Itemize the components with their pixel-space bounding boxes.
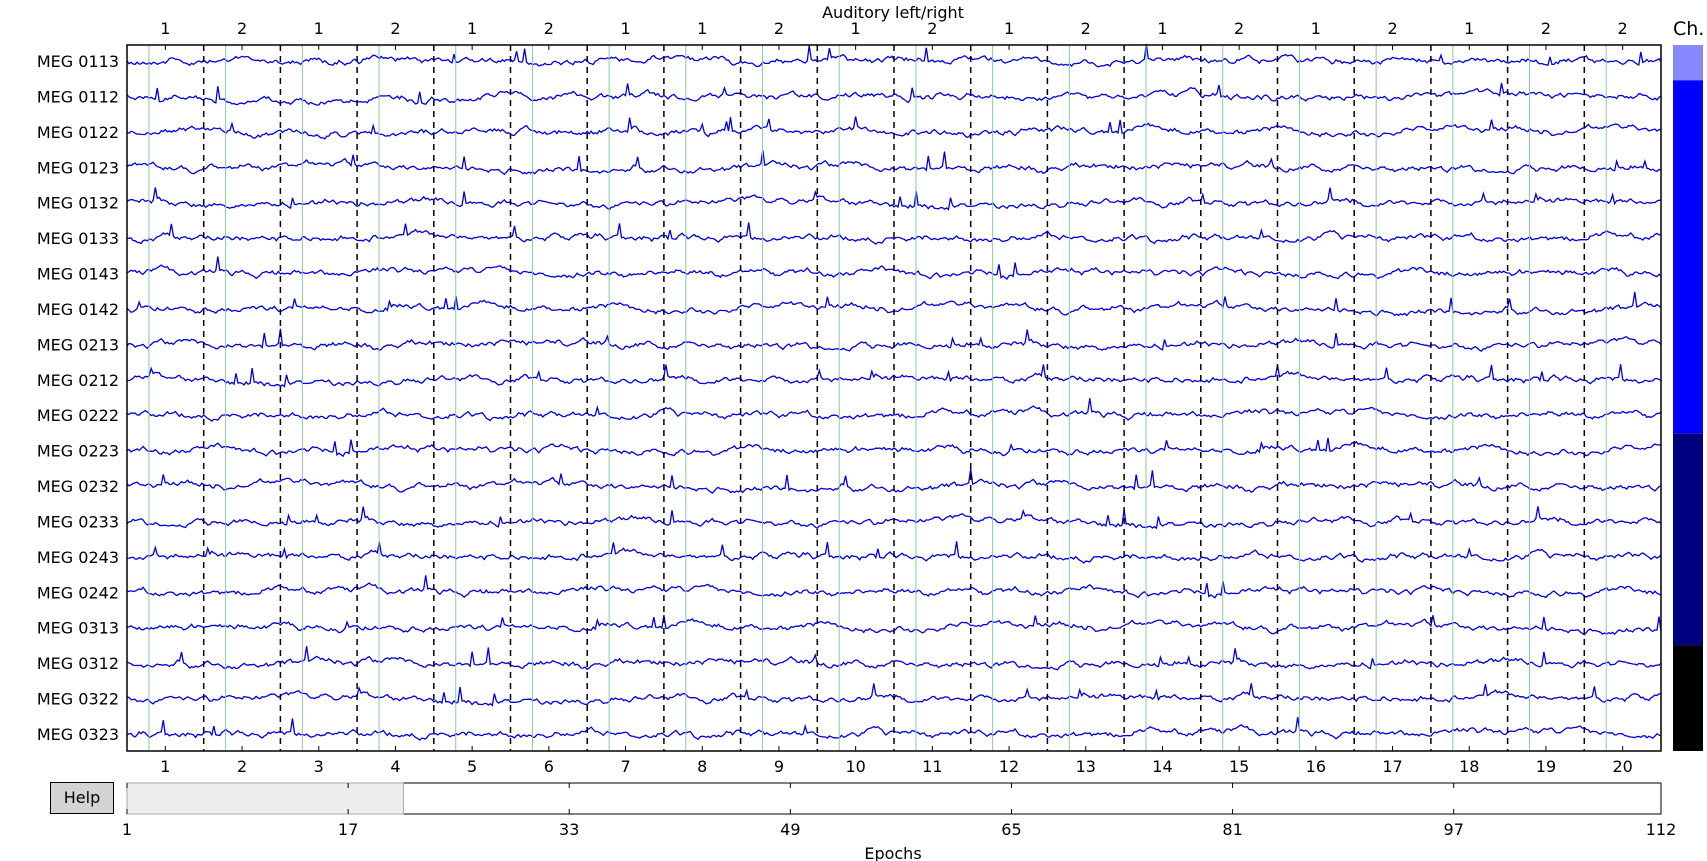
channel-group-segment[interactable] (1673, 645, 1703, 751)
epoch-number: 1 (160, 757, 170, 776)
channel-group-bar[interactable] (1673, 45, 1703, 751)
channel-label: MEG 0322 (37, 690, 119, 709)
epoch-event-id: 2 (1234, 19, 1244, 38)
channel-trace (126, 398, 1662, 422)
epoch-event-id: 2 (1387, 19, 1397, 38)
epoch-event-id: 1 (160, 19, 170, 38)
channel-bar-label: Ch. (1673, 18, 1705, 40)
epoch-number: 8 (697, 757, 707, 776)
epoch-number: 15 (1229, 757, 1249, 776)
epoch-number: 2 (237, 757, 247, 776)
epoch-event-id: 1 (1311, 19, 1321, 38)
epoch-event-id: 2 (390, 19, 400, 38)
channel-label: MEG 0143 (37, 265, 119, 284)
channel-label: MEG 0112 (37, 87, 119, 106)
channel-group-segment[interactable] (1673, 433, 1703, 646)
channel-label: MEG 0312 (37, 654, 119, 673)
channel-label: MEG 0232 (37, 477, 119, 496)
scroll-tick-label: 81 (1222, 820, 1242, 839)
scrollbar-ticks: 1 17 33 49 65 81 97 112 (122, 783, 1676, 839)
epoch-number: 3 (314, 757, 324, 776)
scroll-tick-label: 17 (338, 820, 358, 839)
channel-trace (126, 187, 1662, 211)
epoch-number: 5 (467, 757, 477, 776)
plot-frame (126, 44, 1662, 752)
epoch-event-id: 2 (1618, 19, 1628, 38)
scroll-tick-label: 49 (780, 820, 800, 839)
epoch-number-labels: 1 2 3 4 5 6 7 8 9 10 11 12 13 14 15 16 17 18 19 20 (160, 45, 1633, 776)
epoch-number: 14 (1152, 757, 1172, 776)
epoch-number: 11 (922, 757, 942, 776)
channel-labels: MEG 0113 MEG 0112 MEG 0122 MEG 0123 MEG 0132… (37, 52, 119, 744)
epoch-number: 4 (390, 757, 400, 776)
channel-label: MEG 0213 (37, 335, 119, 354)
epoch-event-id: 2 (1541, 19, 1551, 38)
scroll-tick-label: 112 (1646, 820, 1677, 839)
scroll-tick-label: 65 (1001, 820, 1021, 839)
channel-trace (126, 575, 1662, 599)
scrollbar-thumb[interactable] (126, 782, 404, 815)
epoch-number: 20 (1612, 757, 1632, 776)
epoch-number: 12 (999, 757, 1019, 776)
epoch-event-id: 2 (1081, 19, 1091, 38)
epoch-number: 7 (620, 757, 630, 776)
epoch-event-id: 1 (1157, 19, 1167, 38)
channel-label: MEG 0323 (37, 725, 119, 744)
channel-group-segment[interactable] (1673, 45, 1703, 81)
channel-label: MEG 0243 (37, 548, 119, 567)
epoch-number: 16 (1306, 757, 1326, 776)
epoch-event-id: 2 (927, 19, 937, 38)
epoch-number: 18 (1459, 757, 1479, 776)
channel-trace (126, 437, 1662, 458)
epoch-event-id: 2 (544, 19, 554, 38)
event-markers (148, 45, 1607, 751)
channel-label: MEG 0132 (37, 194, 119, 213)
channel-label: MEG 0222 (37, 406, 119, 425)
epoch-number: 6 (544, 757, 554, 776)
scroll-tick-label: 33 (559, 820, 579, 839)
epoch-event-id: 1 (314, 19, 324, 38)
epoch-dividers (202, 45, 1586, 751)
channel-label: MEG 0233 (37, 512, 119, 531)
epoch-event-id: 1 (697, 19, 707, 38)
epoch-number: 13 (1076, 757, 1096, 776)
epoch-event-labels: 1 2 1 2 1 2 1 1 2 1 2 1 2 1 2 1 2 1 2 2 (160, 19, 1627, 38)
epoch-event-id: 2 (774, 19, 784, 38)
channel-label: MEG 0313 (37, 619, 119, 638)
plot-title: Auditory left/right (822, 3, 964, 22)
epoch-event-id: 1 (620, 19, 630, 38)
epoch-number: 17 (1382, 757, 1402, 776)
epoch-scrollbar[interactable] (126, 782, 1662, 815)
channel-label: MEG 0113 (37, 52, 119, 71)
channel-trace (126, 222, 1662, 245)
channel-group-segment[interactable] (1673, 80, 1703, 434)
epoch-event-id: 1 (1464, 19, 1474, 38)
channel-label: MEG 0242 (37, 583, 119, 602)
epoch-event-id: 1 (467, 19, 477, 38)
epoch-event-id: 2 (237, 19, 247, 38)
epoch-number: 19 (1536, 757, 1556, 776)
scroll-tick-label: 1 (122, 820, 132, 839)
epoch-event-id: 1 (851, 19, 861, 38)
scroll-tick-label: 97 (1444, 820, 1464, 839)
channel-label: MEG 0133 (37, 229, 119, 248)
channel-label: MEG 0122 (37, 123, 119, 142)
help-button[interactable]: Help (50, 782, 114, 814)
epoch-number: 10 (845, 757, 865, 776)
epoch-event-id: 1 (1004, 19, 1014, 38)
x-axis-label: Epochs (864, 844, 921, 861)
epoch-number: 9 (774, 757, 784, 776)
channel-label: MEG 0212 (37, 371, 119, 390)
channel-label: MEG 0142 (37, 300, 119, 319)
channel-label: MEG 0223 (37, 442, 119, 461)
channel-label: MEG 0123 (37, 158, 119, 177)
